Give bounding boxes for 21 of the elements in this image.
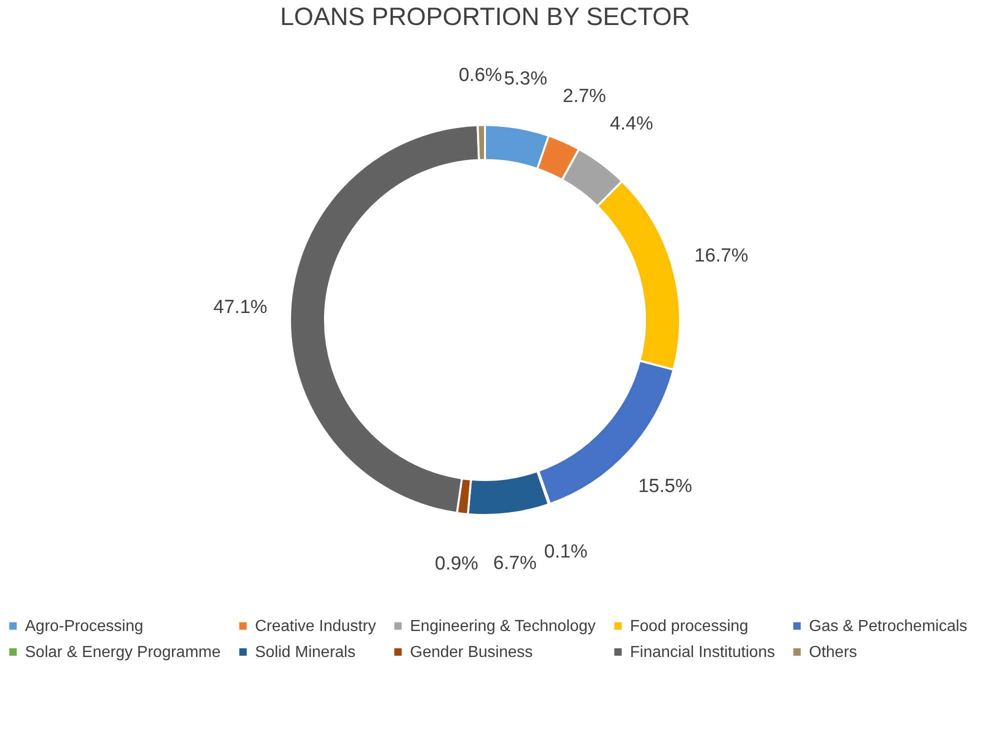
legend-label: Creative Industry [255,618,376,635]
data-label: 47.1% [213,296,268,318]
data-label: 4.4% [610,114,654,135]
legend-label: Gender Business [410,644,533,661]
data-label: 16.7% [694,245,748,266]
legend-label: Solid Minerals [255,644,356,661]
data-label: 0.9% [434,553,478,574]
legend-label: Financial Institutions [630,644,775,661]
legend-label: Food processing [630,618,748,635]
legend-label: Solar & Energy Programme [25,644,221,661]
data-label: 6.7% [493,553,537,574]
data-label: 15.5% [638,476,692,498]
legend-label: Others [809,644,858,661]
data-label: 2.7% [562,86,606,108]
legend-label: Engineering & Technology [410,618,596,635]
legend-label: Agro-Processing [25,618,144,635]
data-label: 0.1% [544,541,588,562]
data-label: 5.3% [504,68,548,90]
chart-title: LOANS PROPORTION BY SECTOR [280,3,690,31]
legend-label: Gas & Petrochemicals [809,618,968,635]
data-label: 0.6% [458,65,502,86]
